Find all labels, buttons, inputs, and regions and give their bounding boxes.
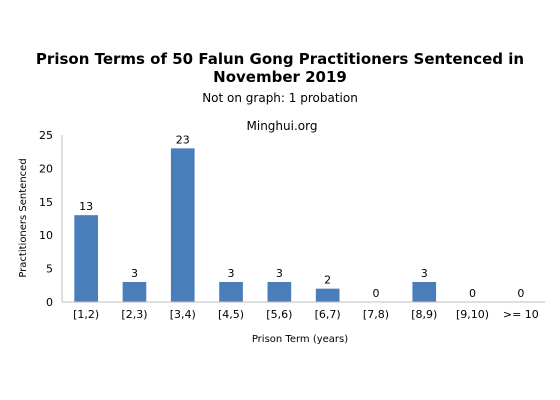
bar-value-label: 2	[324, 274, 331, 287]
x-tick-label: [1,2)	[73, 308, 99, 321]
bar	[122, 281, 147, 302]
x-tick-label: [7,8)	[363, 308, 389, 321]
y-tick-label: 25	[39, 129, 53, 142]
bar-value-label: 3	[421, 267, 428, 280]
x-axis-ticks: [1,2) [2,3) [3,4) [4,5) [5,6) [6,7) [7,8) [8,9)…	[73, 308, 539, 321]
bar	[219, 281, 243, 302]
bar-series	[74, 148, 437, 302]
chart-title-line-1: Prison Terms of 50 Falun Gong Practition…	[35, 50, 525, 68]
bar-value-label: 0	[469, 287, 476, 300]
bar-value-label: 3	[228, 267, 235, 280]
bar-value-label: 0	[517, 287, 524, 300]
bar-value-label: 13	[79, 200, 93, 213]
x-tick-label: >= 10	[503, 308, 539, 321]
x-tick-label: [2,3)	[121, 308, 147, 321]
chart-subtitle: Not on graph: 1 probation	[202, 91, 358, 105]
data-labels: 13 3 23 3 3 2 0 3 0 0	[79, 133, 524, 300]
x-tick-label: [6,7)	[315, 308, 341, 321]
y-axis-title: Practitioners Sentenced	[18, 158, 29, 277]
bar	[74, 215, 98, 302]
y-tick-label: 15	[39, 196, 53, 209]
bar	[412, 281, 437, 302]
bar-value-label: 3	[131, 267, 138, 280]
y-tick-label: 0	[46, 296, 53, 309]
x-tick-label: [8,9)	[411, 308, 437, 321]
bar	[170, 148, 195, 302]
y-tick-label: 10	[39, 229, 53, 242]
y-tick-label: 5	[46, 263, 53, 276]
y-tick-label: 20	[39, 162, 53, 175]
chart-title: Prison Terms of 50 Falun Gong Practition…	[0, 50, 560, 86]
x-tick-label: [5,6)	[266, 308, 292, 321]
bar-value-label: 3	[276, 267, 283, 280]
y-axis-ticks: 0 5 10 15 20 25	[39, 129, 53, 309]
bar	[315, 288, 340, 302]
bar	[267, 281, 292, 302]
x-tick-label: [9,10)	[456, 308, 489, 321]
x-axis-title: Prison Term (years)	[252, 334, 348, 345]
bar-value-label: 23	[176, 133, 190, 146]
x-tick-label: [4,5)	[218, 308, 244, 321]
watermark-label: Minghui.org	[247, 119, 318, 133]
bar-value-label: 0	[372, 287, 379, 300]
chart-title-line-2: November 2019	[213, 68, 347, 86]
x-tick-label: [3,4)	[170, 308, 196, 321]
